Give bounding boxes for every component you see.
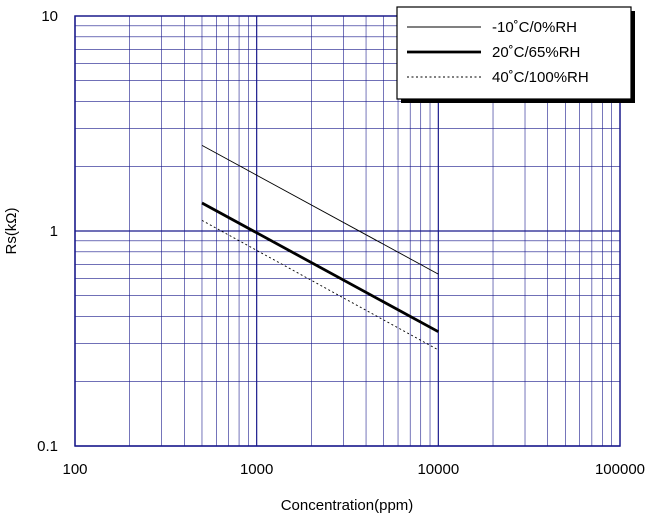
- legend-label: -10˚C/0%RH: [492, 19, 577, 36]
- y-axis-label: Rs(kΩ): [3, 207, 20, 254]
- tick-labels: 100 1000 10000 100000 0.1 1 10: [37, 8, 645, 478]
- x-tick-label: 10000: [417, 461, 459, 478]
- x-tick-label: 1000: [240, 461, 273, 478]
- x-tick-label: 100: [62, 461, 87, 478]
- y-tick-label: 1: [50, 223, 58, 240]
- x-tick-label: 100000: [595, 461, 645, 478]
- y-tick-label: 0.1: [37, 438, 58, 455]
- legend: -10˚C/0%RH 20˚C/65%RH 40˚C/100%RH: [396, 6, 635, 103]
- plot-frame: [74, 15, 621, 447]
- legend-label: 20˚C/65%RH: [492, 44, 580, 61]
- series-line: [201, 145, 439, 275]
- x-axis-label: Concentration(ppm): [281, 497, 414, 514]
- legend-label: 40˚C/100%RH: [492, 69, 589, 86]
- series-line: [201, 220, 439, 351]
- y-tick-label: 10: [41, 8, 58, 25]
- series-line: [201, 201, 439, 333]
- series-lines: [201, 145, 439, 351]
